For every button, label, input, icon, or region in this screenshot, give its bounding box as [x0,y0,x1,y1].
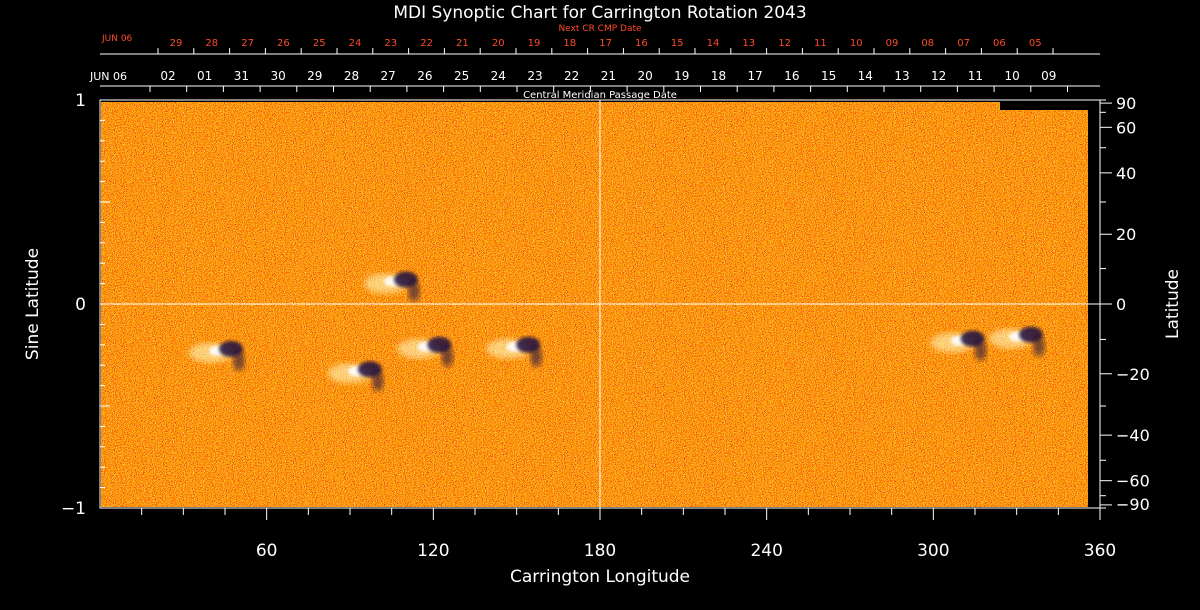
next-cr-date-label: 22 [420,38,433,49]
y-right-tick-label: −20 [1116,365,1150,384]
y-right-tick-label: 0 [1116,295,1126,314]
cmp-date-label: 28 [344,69,359,83]
next-cr-date-label: 20 [492,38,505,49]
next-cr-date-label: 16 [635,38,648,49]
chart-title: MDI Synoptic Chart for Carrington Rotati… [393,3,806,23]
next-cr-date-label: 18 [563,38,576,49]
x-tick-label: 240 [750,541,782,561]
next-cr-date-label: 21 [456,38,469,49]
cmp-date-label: 12 [931,69,946,83]
cmp-date-label: 19 [674,69,689,83]
y-left-tick-label: −1 [61,499,86,519]
next-cr-date-label: 07 [957,38,970,49]
cmp-date-label: 30 [270,69,285,83]
next-cr-date-label: 15 [671,38,684,49]
active-region [397,336,454,367]
cmp-date-label: 02 [160,69,175,83]
y-right-tick-label: −40 [1116,426,1150,445]
negative-polarity-trail [530,346,543,367]
x-tick-label: 120 [417,541,449,561]
cmp-date-label: 23 [527,69,542,83]
cmp-date-label: 20 [637,69,652,83]
active-region [327,361,384,392]
next-cr-date-label: 19 [528,38,541,49]
cmp-date-ticks: 02 01 31 30 29 28 27 26 25 24 23 22 21 20 19 18 17 16 15 14… [149,69,1068,92]
y-axis-right: 90 60 40 20 0 −20 −40 −60 −90 [1100,94,1150,514]
cmp-axis-title: Central Meridian Passage Date [523,90,677,101]
next-cr-date-label: 27 [241,38,254,49]
next-cr-date-label: 24 [349,38,362,49]
x-axis-label: Carrington Longitude [510,567,690,587]
y-left-tick-label: 0 [75,295,86,315]
active-region [189,340,245,371]
negative-polarity-trail [1033,336,1045,357]
active-region [989,326,1045,357]
next-cr-axis-title: Next CR CMP Date [558,24,642,34]
negative-polarity-trail [371,371,384,392]
next-cr-date-label: 08 [921,38,934,49]
negative-polarity-trail [974,340,987,361]
next-cr-date-label: 05 [1029,38,1042,49]
y-axis-left: 1 0 −1 [61,91,110,519]
cmp-date-label: 11 [968,69,983,83]
y-right-tick-label: 40 [1116,164,1136,183]
y-axis-right-label: Latitude [1163,269,1183,339]
y-right-tick-label: 90 [1116,94,1136,113]
next-cr-date-label: 11 [814,38,827,49]
next-cr-date-label: 13 [742,38,755,49]
next-cr-date-label: 29 [170,38,183,49]
cmp-date-label: 24 [491,69,506,83]
cmp-date-label: 18 [711,69,726,83]
next-cr-date-label: 26 [277,38,290,49]
next-cr-start-label: JUN 06 [101,34,133,44]
cmp-date-label: 27 [381,69,396,83]
cmp-date-label: 25 [454,69,469,83]
negative-polarity-trail [441,346,454,367]
next-cr-date-label: 12 [778,38,791,49]
next-cr-date-label: 17 [599,38,612,49]
y-right-tick-label: 20 [1116,225,1136,244]
cmp-date-label: 09 [1041,69,1056,83]
x-axis: 60 120 180 240 300 360 [141,508,1116,561]
next-cr-date-ticks: 29 28 27 26 25 24 23 22 21 20 19 18 17 16 15 14 13 12 11 10… [157,38,1054,54]
next-cr-date-label: 28 [205,38,218,49]
next-cr-date-label: 23 [384,38,397,49]
next-cr-date-label: 09 [886,38,899,49]
cmp-date-label: 29 [307,69,322,83]
cmp-date-label: 16 [784,69,799,83]
next-cr-date-label: 25 [313,38,326,49]
cmp-date-label: 26 [417,69,432,83]
y-right-tick-label: −90 [1116,495,1150,514]
cmp-date-label: 14 [858,69,873,83]
x-tick-label: 360 [1084,541,1116,561]
x-tick-label: 180 [584,541,616,561]
next-cr-date-label: 06 [993,38,1006,49]
magnetogram-shadow-top [1000,100,1100,110]
y-left-tick-label: 1 [75,91,86,111]
cmp-date-label: 22 [564,69,579,83]
y-axis-left-label: Sine Latitude [23,248,43,360]
next-cr-date-label: 10 [850,38,863,49]
x-tick-label: 60 [256,541,278,561]
cmp-date-label: 21 [601,69,616,83]
cmp-start-label: JUN 06 [89,70,127,83]
cmp-date-label: 17 [748,69,763,83]
active-regions [189,271,1045,392]
y-right-tick-label: 60 [1116,118,1136,137]
negative-polarity-trail [233,350,245,371]
cmp-date-label: 13 [894,69,909,83]
cmp-date-label: 10 [1004,69,1019,83]
y-right-tick-label: −60 [1116,472,1150,491]
x-tick-label: 300 [917,541,949,561]
active-region [364,271,420,302]
active-region [486,336,543,367]
cmp-date-label: 15 [821,69,836,83]
cmp-date-label: 31 [234,69,249,83]
cmp-date-label: 01 [197,69,212,83]
active-region [930,330,987,361]
next-cr-date-label: 14 [707,38,720,49]
negative-polarity-trail [408,281,420,302]
